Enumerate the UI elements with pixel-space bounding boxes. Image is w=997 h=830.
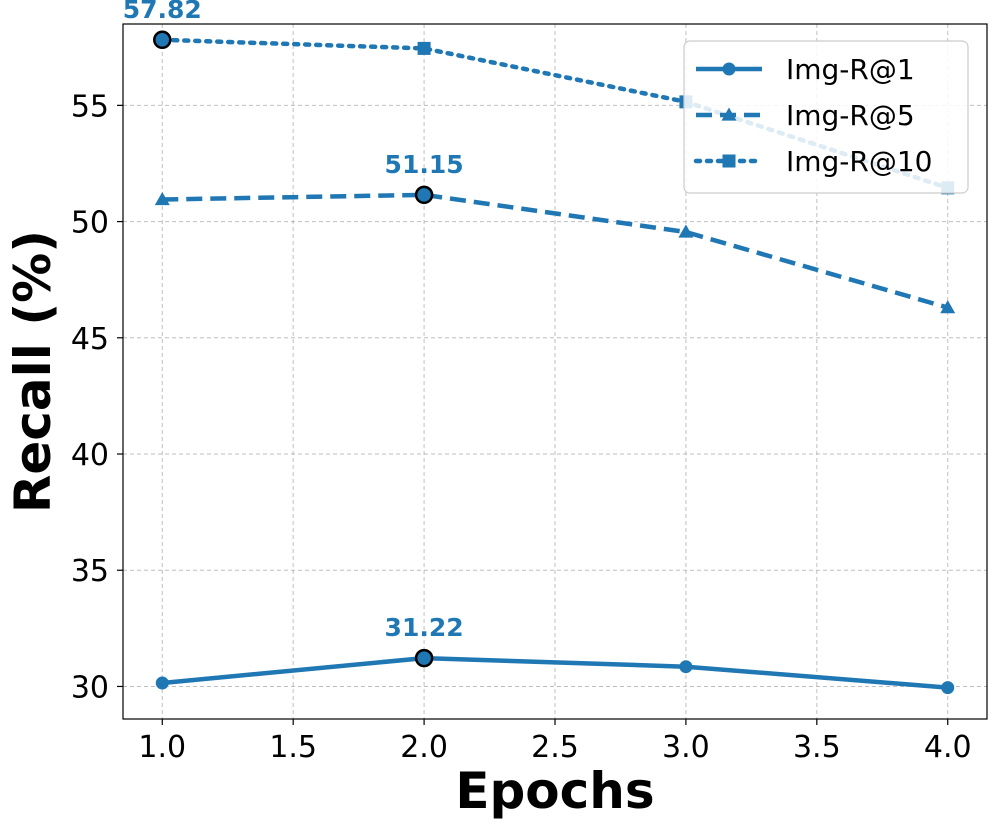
legend-marker bbox=[721, 107, 737, 121]
legend-marker bbox=[722, 62, 736, 76]
data-point bbox=[154, 191, 170, 206]
x-tick-label: 2.0 bbox=[400, 730, 448, 765]
data-point bbox=[679, 660, 693, 674]
y-tick-label: 30 bbox=[71, 670, 109, 705]
y-tick-label: 45 bbox=[71, 322, 109, 357]
annotation-label: 31.22 bbox=[385, 613, 464, 642]
y-tick-label: 55 bbox=[71, 89, 109, 124]
series-line bbox=[160, 37, 950, 191]
y-tick-label: 35 bbox=[71, 554, 109, 589]
x-tick-label: 4.0 bbox=[924, 730, 972, 765]
x-tick-label: 3.5 bbox=[793, 730, 841, 765]
highlight-marker bbox=[414, 185, 434, 205]
highlight-marker bbox=[153, 30, 172, 50]
data-point bbox=[417, 41, 431, 55]
legend-label: Img-R@10 bbox=[786, 145, 933, 178]
legend-label: Img-R@1 bbox=[786, 53, 915, 86]
annotations: 57.82 51.15 31.22 bbox=[123, 0, 464, 668]
series-line bbox=[162, 192, 949, 310]
series-line bbox=[162, 655, 948, 690]
series-group bbox=[154, 33, 956, 695]
y-tick-label: 50 bbox=[71, 206, 109, 241]
x-axis-title: Epochs bbox=[455, 762, 654, 820]
highlight-marker bbox=[414, 648, 434, 668]
data-point bbox=[678, 224, 694, 238]
legend-box bbox=[683, 40, 969, 194]
annotation-label: 57.82 bbox=[123, 0, 202, 24]
annotation-label: 51.15 bbox=[385, 150, 464, 179]
legend-label: Img-R@5 bbox=[786, 99, 915, 132]
data-point bbox=[941, 681, 955, 695]
legend: Img-R@1 Img-R@5 Img-R@10 bbox=[683, 40, 969, 194]
y-axis-ticks: 30 35 40 45 50 55 bbox=[71, 89, 123, 705]
x-tick-label: 2.5 bbox=[531, 730, 579, 765]
y-axis-title: Recall (%) bbox=[4, 230, 62, 513]
x-tick-label: 3.0 bbox=[662, 730, 710, 765]
x-tick-label: 1.0 bbox=[138, 730, 186, 765]
data-point bbox=[155, 676, 169, 690]
x-tick-label: 1.5 bbox=[269, 730, 317, 765]
legend-marker bbox=[722, 154, 736, 168]
y-tick-label: 40 bbox=[71, 438, 109, 473]
data-point bbox=[940, 300, 956, 314]
plot-frame bbox=[122, 23, 988, 720]
x-axis-ticks: 1.0 1.5 2.0 2.5 3.0 3.5 4.0 bbox=[138, 719, 972, 765]
